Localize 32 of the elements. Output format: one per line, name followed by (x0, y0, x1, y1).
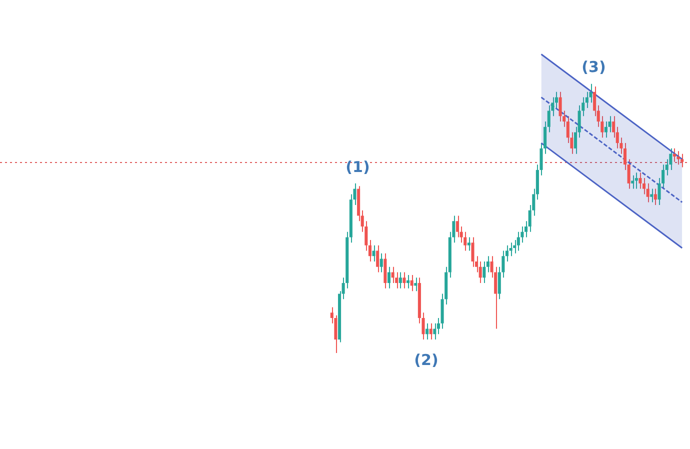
candlestick (513, 239, 516, 254)
candlestick (414, 277, 418, 292)
candlestick (516, 231, 520, 252)
candlestick (638, 172, 642, 190)
annotation: (2) (414, 350, 438, 369)
candlestick (471, 236, 474, 268)
candlestick (456, 215, 460, 238)
candlestick (426, 322, 429, 340)
candlestick (410, 274, 414, 292)
candlestick (387, 266, 391, 289)
candlestick (654, 188, 657, 206)
candlestick (433, 322, 436, 340)
candlestick (406, 274, 410, 289)
candlestick (558, 91, 562, 122)
candlestick (402, 272, 406, 289)
candlestick (672, 148, 676, 162)
candlestick (604, 121, 608, 138)
candlestick (372, 244, 376, 262)
candlestick (482, 260, 486, 284)
annotation: (1) (346, 158, 370, 176)
candlestick (429, 322, 432, 340)
candlestick (634, 172, 638, 190)
candlestick (398, 272, 402, 289)
candlestick (680, 153, 684, 168)
candlestick (380, 252, 383, 273)
candlestick (650, 188, 654, 203)
text: (3) (582, 58, 606, 76)
candlestick (467, 236, 470, 252)
candlestick (391, 266, 394, 284)
candlestick (376, 244, 380, 273)
candlestick (676, 150, 680, 166)
candlestick (631, 174, 634, 190)
